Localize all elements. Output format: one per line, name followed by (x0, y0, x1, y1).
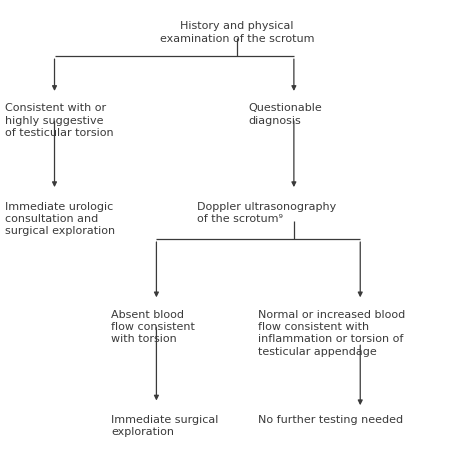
Text: Questionable
diagnosis: Questionable diagnosis (249, 103, 323, 126)
Text: Doppler ultrasonography
of the scrotum⁹: Doppler ultrasonography of the scrotum⁹ (197, 202, 336, 224)
Text: Immediate urologic
consultation and
surgical exploration: Immediate urologic consultation and surg… (5, 202, 115, 236)
Text: Normal or increased blood
flow consistent with
inflammation or torsion of
testic: Normal or increased blood flow consisten… (258, 310, 406, 357)
Text: Consistent with or
highly suggestive
of testicular torsion: Consistent with or highly suggestive of … (5, 103, 113, 138)
Text: Immediate surgical
exploration: Immediate surgical exploration (111, 415, 219, 438)
Text: No further testing needed: No further testing needed (258, 415, 403, 425)
Text: Absent blood
flow consistent
with torsion: Absent blood flow consistent with torsio… (111, 310, 195, 344)
Text: History and physical
examination of the scrotum: History and physical examination of the … (160, 21, 314, 44)
